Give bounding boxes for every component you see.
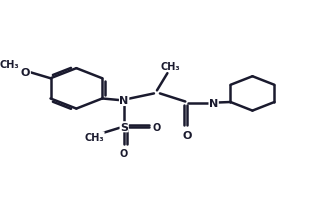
Text: N: N — [209, 98, 218, 108]
Text: S: S — [120, 122, 128, 132]
Text: O: O — [152, 122, 160, 132]
Text: O: O — [182, 130, 192, 140]
Text: CH₃: CH₃ — [0, 60, 19, 70]
Text: CH₃: CH₃ — [160, 62, 180, 72]
Text: N: N — [119, 96, 129, 106]
Text: CH₃: CH₃ — [84, 132, 104, 142]
Text: O: O — [120, 148, 128, 158]
Text: O: O — [21, 68, 30, 78]
